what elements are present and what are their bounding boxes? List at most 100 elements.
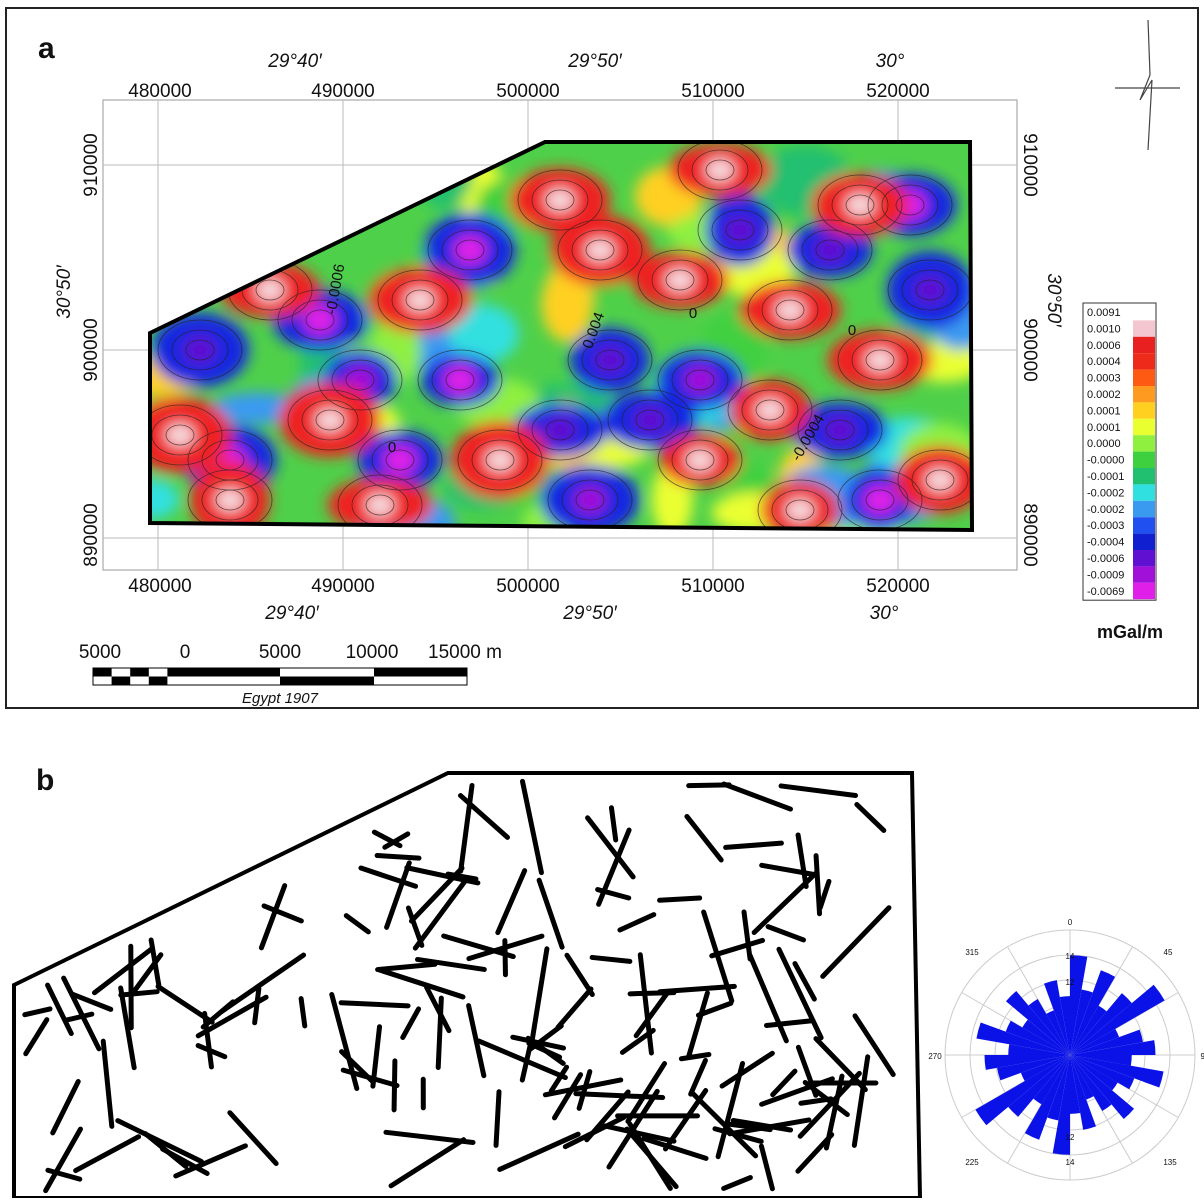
latitude-label: 30°50′: [54, 264, 75, 319]
easting-label: 480000: [128, 81, 191, 102]
lineament: [391, 1140, 464, 1186]
rose-label: 12: [1066, 978, 1075, 987]
rose-label: 14: [1066, 1158, 1075, 1167]
lineament: [332, 995, 357, 1089]
anomaly-high: [756, 399, 784, 421]
colorbar-swatch: [1133, 484, 1155, 500]
colorbar-swatch: [1133, 320, 1155, 336]
anomaly-high: [686, 449, 714, 471]
longitude-label: 29°50′: [562, 603, 618, 624]
anomaly-high: [166, 424, 194, 446]
lineament: [726, 843, 782, 847]
lineament: [744, 912, 750, 959]
easting-label: 510000: [681, 81, 744, 102]
lineament: [76, 1137, 139, 1171]
colorbar-label: -0.0069: [1087, 586, 1124, 598]
anomaly-high: [316, 409, 344, 431]
scale-seg: [149, 677, 168, 686]
lineament: [754, 872, 816, 932]
lineament: [373, 1027, 380, 1086]
rose-label: 270: [928, 1052, 942, 1061]
lineament: [781, 786, 855, 796]
anomaly-map: [109, 125, 995, 561]
colorbar-label: 0.0003: [1087, 373, 1121, 385]
lineament: [660, 986, 735, 991]
colorbar-swatch: [1133, 550, 1155, 566]
lineament: [255, 989, 259, 1023]
lineaments: [25, 781, 893, 1190]
scale-seg: [112, 677, 131, 686]
anomaly-high: [666, 269, 694, 291]
anomaly: [121, 125, 186, 160]
scale-datum: Egypt 1907: [242, 690, 319, 707]
rose-label: 225: [965, 1158, 979, 1167]
colorbar-swatch: [1133, 370, 1155, 386]
rose-label: 90: [1201, 1052, 1204, 1061]
anomaly: [156, 190, 244, 269]
panel-label: a: [38, 32, 55, 65]
lineament: [379, 970, 463, 997]
colorbar-swatch: [1133, 386, 1155, 402]
rose-label: 14: [1066, 952, 1075, 961]
lineament: [25, 1009, 50, 1015]
colorbar-label: 0.0004: [1087, 356, 1121, 368]
colorbar-label: 0.0006: [1087, 340, 1121, 352]
lineament: [53, 1082, 79, 1133]
colorbar-swatch: [1133, 402, 1155, 418]
lineament: [855, 1016, 893, 1075]
colorbar-swatch: [1133, 337, 1155, 353]
longitude-label: 29°50′: [567, 51, 623, 72]
lineament: [750, 955, 786, 1041]
colorbar-label: 0.0001: [1087, 405, 1121, 417]
lineament: [498, 871, 525, 933]
colorbar-label: 0.0001: [1087, 422, 1121, 434]
anomaly-high: [366, 494, 394, 516]
lineament: [522, 781, 541, 872]
lineament: [378, 964, 435, 969]
contour-label: 0: [689, 305, 697, 322]
lineament: [558, 989, 591, 1027]
easting-label: 520000: [866, 81, 929, 102]
anomaly-high: [216, 489, 244, 511]
longitude-label: 29°40′: [267, 51, 323, 72]
longitude-label: 30°: [876, 51, 905, 72]
anomaly-high: [866, 349, 894, 371]
lineament: [26, 1020, 47, 1054]
colorbar-label: -0.0000: [1087, 455, 1124, 467]
colorbar-unit: mGal/m: [1097, 622, 1163, 642]
lineament: [761, 1146, 772, 1189]
colorbar-swatch: [1133, 501, 1155, 517]
colorbar-swatch: [1133, 517, 1155, 533]
easting-label: 480000: [128, 576, 191, 597]
rose-label: 315: [965, 948, 979, 957]
lineament: [103, 1041, 112, 1126]
colorbar-label: -0.0006: [1087, 553, 1124, 565]
lineament: [94, 948, 152, 993]
northing-label: 900000: [1019, 318, 1040, 381]
easting-label: 510000: [681, 576, 744, 597]
lineament: [820, 881, 829, 907]
lineament: [121, 992, 157, 995]
easting-label: 500000: [496, 576, 559, 597]
panel-label: b: [36, 764, 54, 797]
latitude-label: 30°50′: [1043, 273, 1064, 328]
lineament: [377, 855, 419, 858]
scale-seg: [280, 677, 374, 686]
easting-label: 520000: [866, 576, 929, 597]
lineament: [611, 808, 615, 840]
northing-label: 910000: [1019, 133, 1040, 196]
anomaly-high: [406, 289, 434, 311]
lineament: [724, 1178, 751, 1189]
colorbar-label: 0.0000: [1087, 438, 1121, 450]
lineament: [689, 993, 707, 1055]
lineament: [394, 1061, 395, 1110]
lineament: [762, 865, 816, 874]
northing-label: 890000: [81, 503, 102, 566]
colorbar-swatch: [1133, 419, 1155, 435]
rose-label: 135: [1163, 1158, 1177, 1167]
lineament: [496, 1092, 499, 1146]
scale-seg: [167, 668, 186, 677]
rose-diagram: 0141231545270902251351412: [928, 918, 1204, 1180]
